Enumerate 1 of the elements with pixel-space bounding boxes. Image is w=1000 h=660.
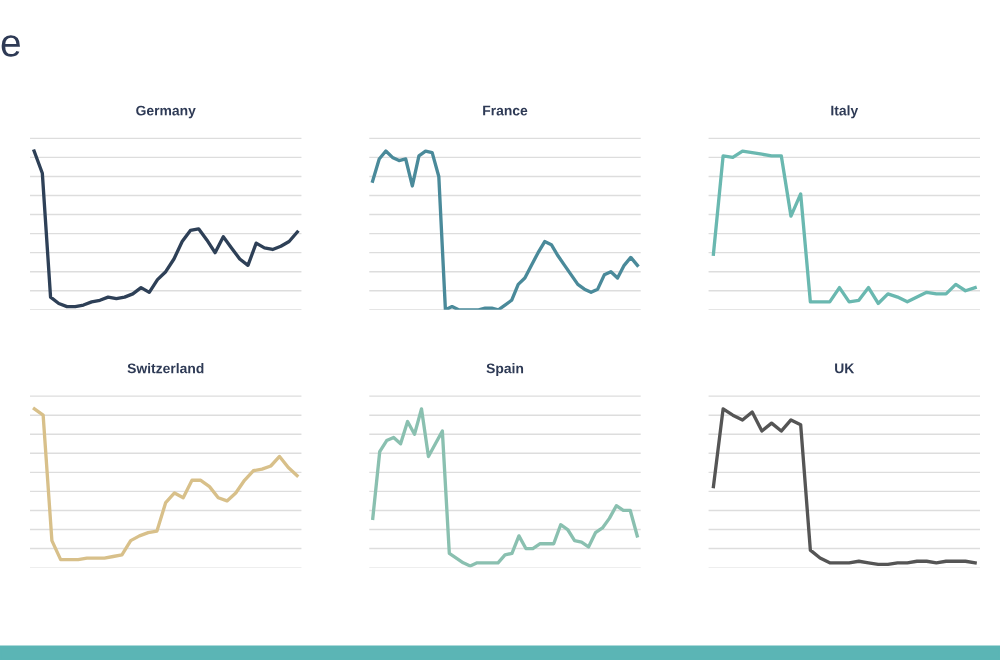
- text: e: [1, 35, 20, 57]
